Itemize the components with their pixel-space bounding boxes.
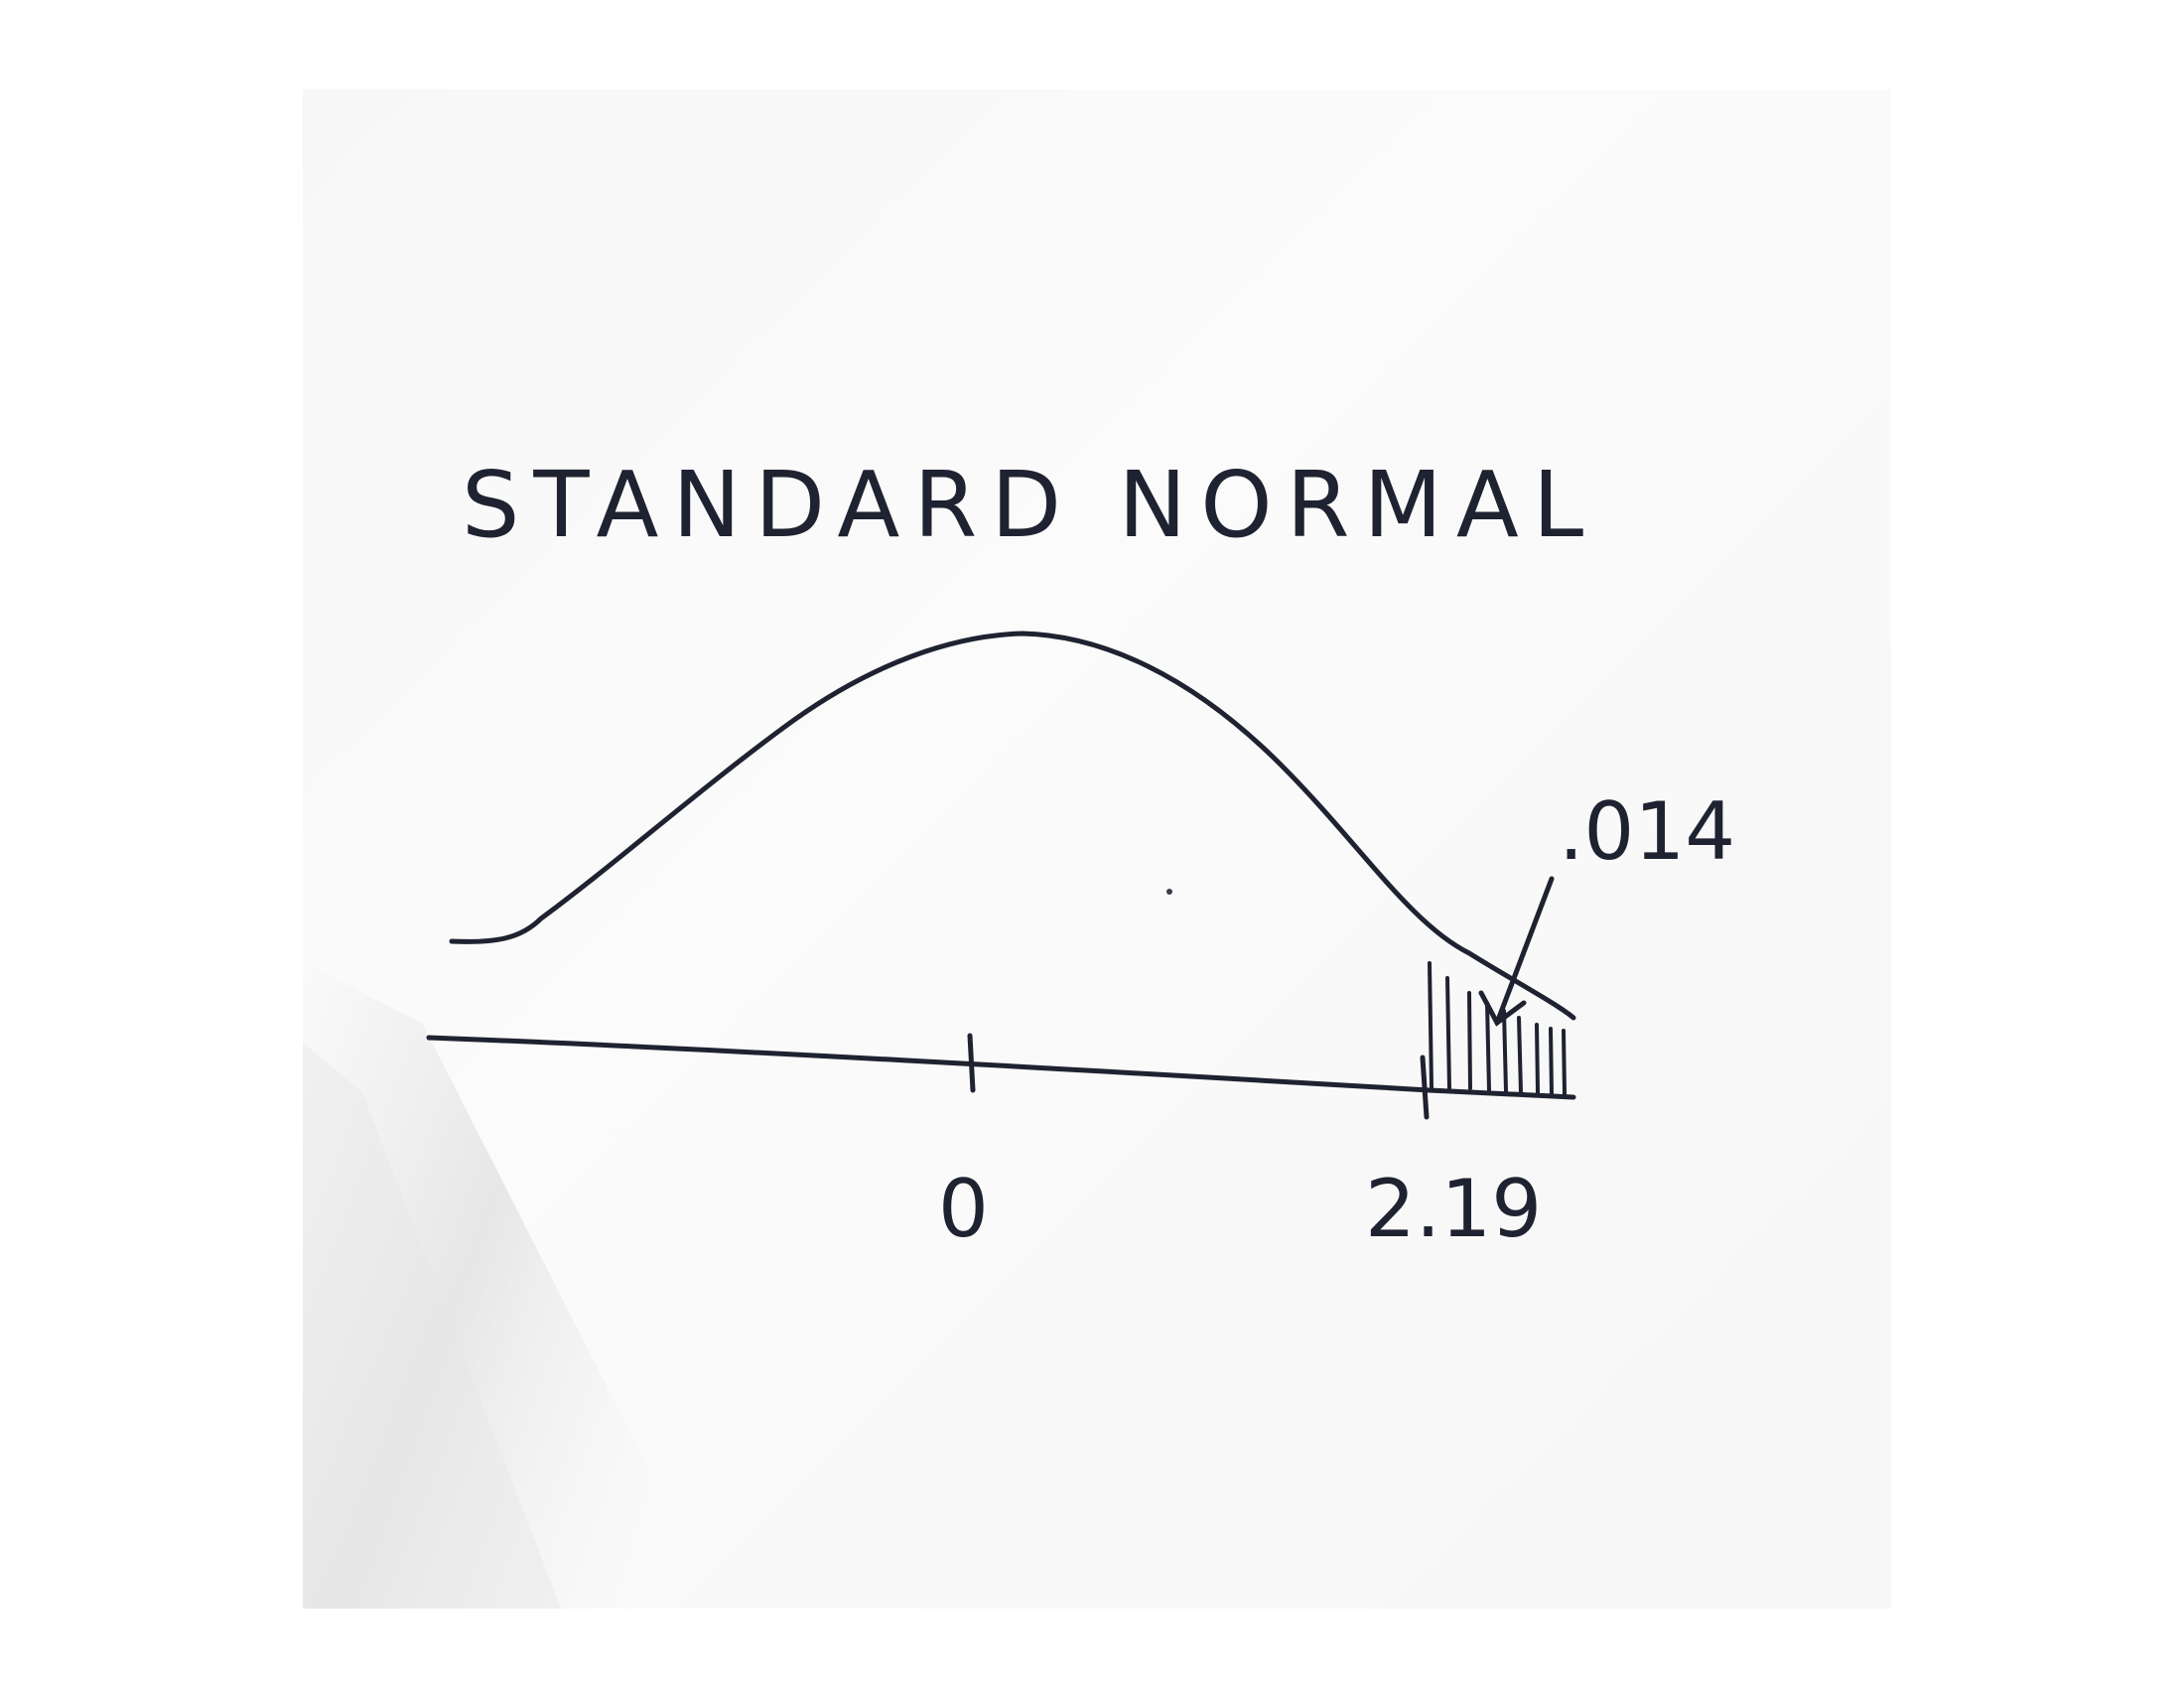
- stray-dot: [1166, 889, 1172, 895]
- diagram-title: STANDARD NORMAL: [462, 452, 1597, 558]
- tick-mark-2-19: [1420, 1055, 1430, 1120]
- tick-mark-zero: [967, 1033, 976, 1093]
- shaded-tail-area: [1428, 961, 1567, 1096]
- bell-curve: [449, 631, 1576, 1021]
- tail-arrow: [1478, 876, 1555, 1027]
- x-axis: [426, 1035, 1576, 1100]
- tick-label-zero: 0: [938, 1163, 989, 1255]
- tick-label-2-19: 2.19: [1365, 1163, 1542, 1255]
- tail-area-label: .014: [1559, 785, 1735, 878]
